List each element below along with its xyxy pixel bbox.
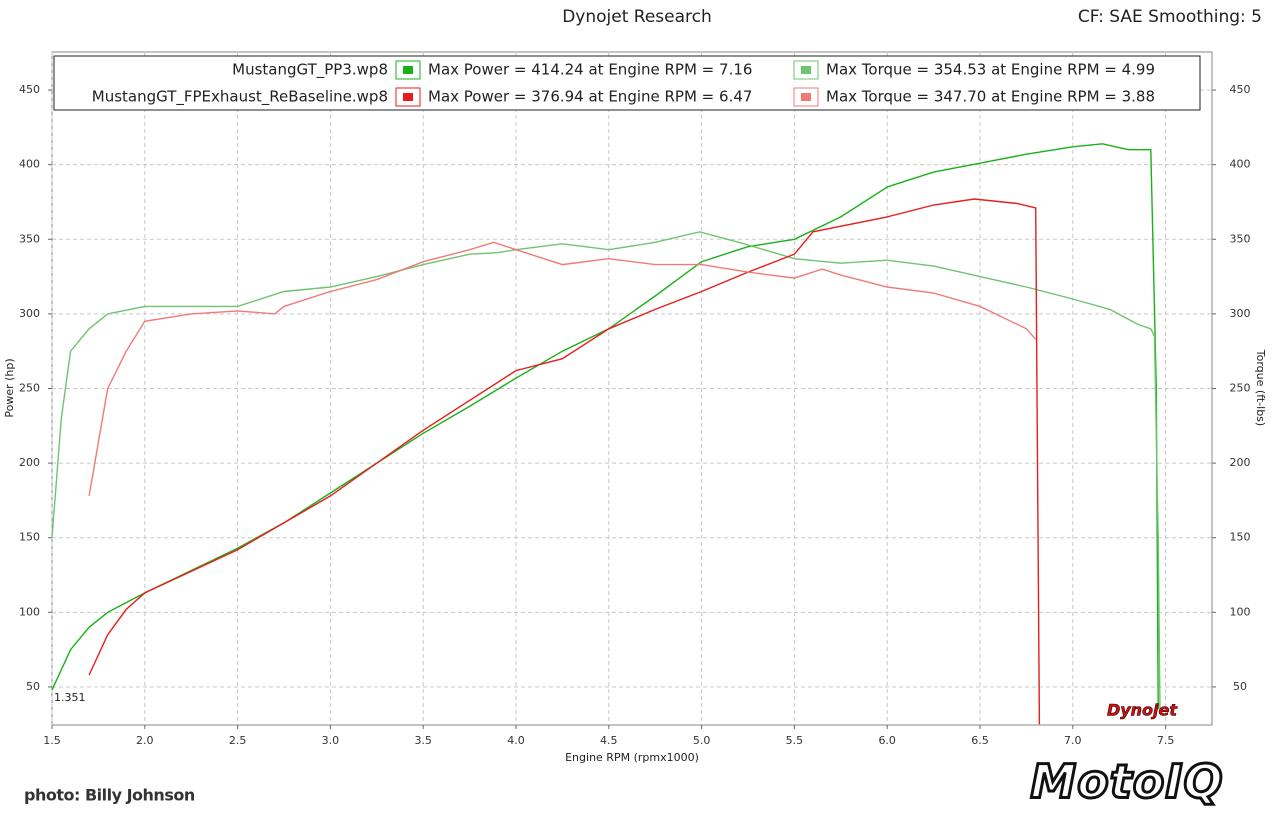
y-tick-label: 150 <box>19 531 40 544</box>
series-line <box>88 198 1041 725</box>
legend-swatch <box>801 93 811 101</box>
x-tick-label: 5.0 <box>693 734 711 747</box>
y-tick-label: 450 <box>19 83 40 96</box>
legend-file: MustangGT_FPExhaust_ReBaseline.wp8 <box>92 88 388 107</box>
photo-credit: photo: Billy Johnson <box>24 786 195 805</box>
y2-tick-label: 150 <box>1230 531 1251 544</box>
x-tick-label: 7.0 <box>1064 734 1082 747</box>
motoiq-logo: MotoIQ <box>1030 755 1223 809</box>
y2-tick-label: 250 <box>1230 382 1251 395</box>
legend-label: Max Torque = 347.70 at Engine RPM = 3.88 <box>826 88 1155 106</box>
grid: 1.5 2.0 2.5 3.0 3.5 4.0 4.5 5.0 5.5 6.0 6.5 7.0 7.5 5… <box>19 52 1251 747</box>
y-tick-label: 200 <box>19 456 40 469</box>
y2-tick-label: 300 <box>1230 307 1251 320</box>
legend-label: Max Power = 376.94 at Engine RPM = 6.47 <box>428 88 752 106</box>
lines <box>51 143 1161 725</box>
legend-file: MustangGT_PP3.wp8 <box>232 61 388 80</box>
x-tick-label: 2.0 <box>136 734 154 747</box>
series-line <box>51 231 1161 710</box>
legend: MustangGT_PP3.wp8 Max Power = 414.24 at E… <box>92 60 1155 107</box>
legend-box <box>53 55 1201 111</box>
legend-label: Max Power = 414.24 at Engine RPM = 7.16 <box>428 61 752 79</box>
y2-tick-label: 50 <box>1233 680 1247 693</box>
x-tick-label: 4.5 <box>600 734 618 747</box>
y-axis-label: Power (hp) <box>3 358 16 417</box>
y-tick-label: 400 <box>19 158 40 171</box>
legend-label: Max Torque = 354.53 at Engine RPM = 4.99 <box>826 61 1155 79</box>
annotation: 1.351 <box>54 691 86 704</box>
x-tick-label: 4.0 <box>507 734 525 747</box>
y2-tick-label: 200 <box>1230 456 1251 469</box>
x-tick-label: 2.5 <box>229 734 247 747</box>
y-tick-label: 300 <box>19 307 40 320</box>
series-line <box>88 241 1037 497</box>
y2-tick-label: 400 <box>1230 158 1251 171</box>
y-tick-label: 50 <box>26 680 40 693</box>
y2-axis-label: Torque (ft-lbs) <box>1254 349 1267 426</box>
y2-tick-label: 350 <box>1230 232 1251 245</box>
legend-swatch <box>801 66 811 74</box>
x-tick-label: 6.0 <box>878 734 896 747</box>
x-axis-label: Engine RPM (rpmx1000) <box>565 751 699 764</box>
y-tick-label: 350 <box>19 232 40 245</box>
y-tick-label: 250 <box>19 382 40 395</box>
y-tick-label: 100 <box>19 605 40 618</box>
x-tick-label: 1.5 <box>43 734 61 747</box>
legend-swatch <box>403 93 413 101</box>
chart-title: Dynojet Research <box>562 7 712 27</box>
x-tick-label: 3.5 <box>414 734 432 747</box>
x-tick-label: 3.0 <box>322 734 340 747</box>
x-tick-label: 7.5 <box>1157 734 1175 747</box>
x-tick-label: 6.5 <box>971 734 989 747</box>
legend-swatch <box>403 66 413 74</box>
chart-subtitle: CF: SAE Smoothing: 5 <box>1078 7 1262 27</box>
dynojet-logo: Dynojet <box>1107 701 1178 720</box>
y2-tick-label: 100 <box>1230 605 1251 618</box>
y2-tick-label: 450 <box>1230 83 1251 96</box>
x-tick-label: 5.5 <box>786 734 804 747</box>
